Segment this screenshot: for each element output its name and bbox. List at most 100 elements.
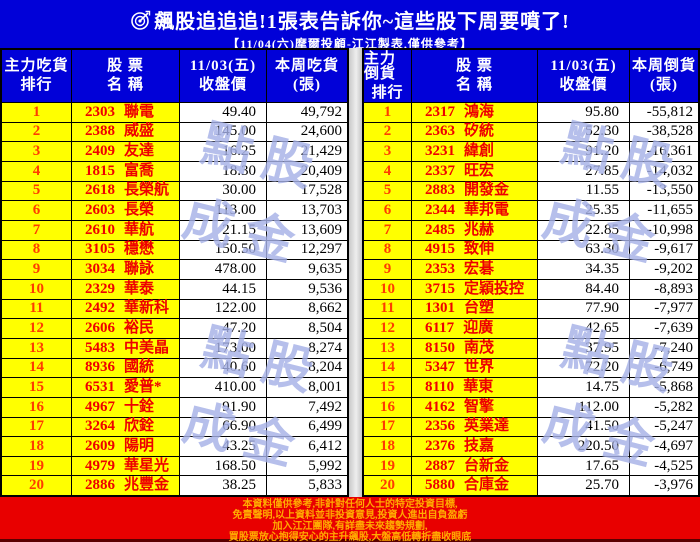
close-price-cell: 66.90 [180, 417, 267, 437]
volume-cell-text: -38,528 [646, 123, 693, 140]
rank-cell-text: 6 [32, 202, 41, 219]
stock-cell: 3105 穩懋 [72, 240, 180, 260]
table-row: 1 2303 聯電 49.40 49,792 [2, 103, 347, 123]
stock-cell-text: 長榮航 [124, 182, 170, 199]
stock-cell-text: 華航 [124, 221, 155, 238]
stock-cell-text: 2376 [425, 437, 455, 454]
close-price-cell: 145.00 [180, 122, 267, 142]
rank-cell-text: 13 [29, 339, 44, 356]
close-price-cell-text: 173.00 [214, 339, 256, 356]
stock-cell-text: 3105 [85, 241, 115, 258]
close-price-cell: 34.35 [538, 260, 630, 279]
rank-cell-text: 3 [32, 143, 41, 160]
rank-cell-text: 10 [29, 280, 44, 297]
rank-cell: 5 [2, 181, 72, 201]
volume-cell-text: -13,550 [646, 182, 693, 199]
stock-cell: 2485 兆赫 [412, 220, 538, 240]
rank-cell-text: 10 [380, 280, 395, 297]
close-price-cell-text: 11.55 [585, 182, 619, 199]
stock-cell-text: 2344 [425, 202, 455, 219]
stock-cell-text: 台新金 [464, 457, 510, 474]
close-price-cell-text: 43.25 [222, 437, 256, 454]
stock-cell-text: 6117 [425, 320, 455, 337]
dartboard-icon [130, 9, 152, 31]
stock-cell-text: 3231 [425, 143, 455, 160]
table-row: 12 6117 迎廣 42.65 -7,639 [364, 319, 698, 339]
volume-cell: -3,976 [630, 476, 698, 496]
rank-cell: 18 [364, 437, 412, 456]
table-row: 16 4162 智擎 112.00 -5,282 [364, 397, 698, 418]
close-price-cell: 25.70 [538, 476, 630, 496]
stock-cell: 2388 威盛 [72, 122, 180, 142]
stock-cell: 2356 英業達 [412, 417, 538, 437]
stock-cell: 2887 台新金 [412, 456, 538, 476]
close-price-cell-text: 44.15 [222, 280, 256, 297]
stock-cell-text: 長榮 [124, 202, 155, 219]
stock-cell-text: 4967 [85, 398, 115, 415]
volume-cell-text: 5,992 [308, 457, 342, 474]
stock-cell: 3034 聯詠 [72, 260, 180, 279]
volume-cell: 13,609 [267, 220, 347, 240]
table-body: 1 2317 鴻海 95.80 -55,812 2 2363 矽統 52.30 -38,528 3 3… [364, 103, 698, 496]
stock-cell-text: 台塑 [464, 300, 495, 317]
volume-cell: -8,893 [630, 279, 698, 299]
volume-cell: 8,504 [267, 319, 347, 338]
stock-cell-text: 迎廣 [463, 320, 494, 337]
table-row: 1 2317 鴻海 95.80 -55,812 [364, 103, 698, 123]
stock-cell-text: 富喬 [124, 162, 155, 179]
header-line: 收盤價 [198, 77, 247, 93]
table-row: 18 2609 陽明 43.25 6,412 [2, 437, 347, 457]
close-price-cell-text: 112.00 [578, 398, 619, 415]
table-row: 20 5880 合庫金 25.70 -3,976 [364, 476, 698, 496]
volume-cell: -5,247 [630, 417, 698, 437]
stock-cell-text: 2485 [425, 221, 455, 238]
table-row: 13 5483 中美晶 173.00 8,274 [2, 338, 347, 359]
close-price-cell: 84.40 [538, 279, 630, 299]
stock-cell: 3715 定穎投控 [412, 279, 538, 299]
volume-cell: 13,703 [267, 201, 347, 220]
close-price-cell-text: 95.80 [585, 103, 619, 120]
close-price-cell-text: 122.00 [214, 300, 256, 317]
volume-cell: -5,868 [630, 378, 698, 397]
table-row: 9 3034 聯詠 478.00 9,635 [2, 260, 347, 280]
rank-cell-text: 14 [29, 359, 44, 376]
volume-cell: 8,001 [267, 378, 347, 397]
volume-cell: -6,749 [630, 358, 698, 378]
close-price-cell: 27.85 [538, 161, 630, 181]
volume-cell-text: 6,499 [308, 418, 342, 435]
stock-cell: 1301 台塑 [412, 299, 538, 319]
table-row: 14 8936 國統 40.60 8,204 [2, 358, 347, 379]
stock-cell: 2606 裕民 [72, 319, 180, 338]
rank-cell-text: 8 [32, 241, 41, 258]
volume-cell: -9,617 [630, 240, 698, 260]
header-line: 股 票 [456, 58, 493, 74]
table-row: 11 2492 華新科 122.00 8,662 [2, 299, 347, 320]
column-header-stock: 股 票 名 稱 [412, 50, 538, 102]
close-price-cell-text: 220.50 [577, 437, 619, 454]
stock-cell-text: 2492 [85, 300, 115, 317]
disclaimer-line: 買股票放心抱得安心的主升飆股,大盤高低轉折盡收眼底 [228, 532, 472, 542]
rank-cell-text: 6 [383, 202, 392, 219]
stock-cell: 2609 陽明 [72, 437, 180, 456]
stock-cell-text: 2618 [85, 182, 115, 199]
table-row: 2 2363 矽統 52.30 -38,528 [364, 122, 698, 143]
stock-cell-text: 5483 [85, 339, 115, 356]
stock-cell: 2603 長榮 [72, 201, 180, 220]
close-price-cell-text: 84.40 [585, 280, 619, 297]
stock-cell-text: 矽統 [464, 123, 495, 140]
volume-cell-text: 8,662 [308, 300, 342, 317]
volume-cell-text: 13,703 [300, 202, 342, 219]
rank-cell-text: 17 [380, 418, 395, 435]
close-price-cell-text: 49.40 [222, 103, 256, 120]
volume-cell: 49,792 [267, 103, 347, 122]
rank-cell-text: 16 [29, 398, 44, 415]
stock-cell: 8110 華東 [412, 378, 538, 397]
stock-cell: 3264 欣銓 [72, 417, 180, 437]
stock-cell-text: 緯創 [464, 143, 495, 160]
close-price-cell: 150.50 [180, 240, 267, 260]
stock-cell: 6117 迎廣 [412, 319, 538, 338]
stock-cell: 5347 世界 [412, 358, 538, 378]
column-header-stock: 股 票 名 稱 [72, 50, 180, 102]
table-row: 4 2337 旺宏 27.85 -14,032 [364, 161, 698, 182]
